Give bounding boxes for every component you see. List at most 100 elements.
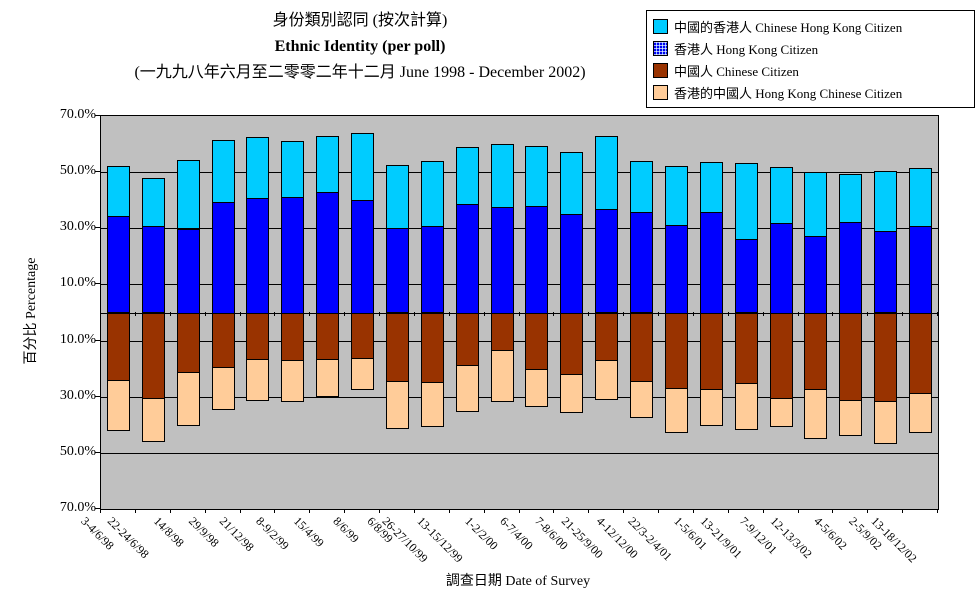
x-tick-label: 1-2/2/00 <box>462 514 501 553</box>
y-tick-label: 10.0% <box>59 275 96 290</box>
y-tick-label: 50.0% <box>59 444 96 459</box>
bar-segment-hong-kong-chinese-citizen <box>909 393 932 433</box>
gridline <box>101 341 938 342</box>
bar-segment-hong-kong-citizen <box>595 209 618 313</box>
legend-item: 中國人 Chinese Citizen <box>653 59 968 81</box>
chart-title-block: 身份類別認同 (按次計算) Ethnic Identity (per poll)… <box>40 8 680 86</box>
bar-segment-hong-kong-citizen <box>351 200 374 314</box>
bar-segment-hong-kong-chinese-citizen <box>107 380 130 431</box>
bar-segment-hong-kong-chinese-citizen <box>804 389 827 439</box>
y-tick-mark <box>95 452 100 453</box>
category-tick-mark-zero <box>798 312 799 316</box>
category-tick-mark-zero <box>449 312 450 316</box>
bar-segment-chinese-hong-kong-citizen <box>491 144 514 208</box>
bar-segment-hong-kong-citizen <box>421 226 444 313</box>
category-tick-mark-bottom <box>798 509 799 513</box>
category-tick-mark-bottom <box>553 509 554 513</box>
legend-swatch-icon <box>653 62 668 78</box>
x-tick-label: 15/4/99 <box>291 514 327 550</box>
bar-segment-hong-kong-chinese-citizen <box>735 383 758 430</box>
bar-segment-hong-kong-citizen <box>177 229 200 314</box>
bar-segment-hong-kong-chinese-citizen <box>665 388 688 433</box>
category-tick-mark-zero <box>623 312 624 316</box>
bar-segment-chinese-hong-kong-citizen <box>735 163 758 240</box>
y-tick-label: 30.0% <box>59 388 96 403</box>
bar-segment-chinese-citizen <box>177 313 200 373</box>
bar-segment-chinese-hong-kong-citizen <box>560 152 583 215</box>
gridline <box>101 397 938 398</box>
category-tick-mark-bottom <box>867 509 868 513</box>
category-tick-mark-zero <box>274 312 275 316</box>
bar-segment-hong-kong-citizen <box>281 197 304 314</box>
bar-segment-chinese-citizen <box>874 313 897 402</box>
category-tick-mark-zero <box>763 312 764 316</box>
bar-segment-hong-kong-citizen <box>386 228 409 313</box>
category-tick-mark-bottom <box>274 509 275 513</box>
legend-swatch-icon <box>653 18 668 34</box>
category-tick-mark-zero <box>484 312 485 316</box>
bar-segment-chinese-citizen <box>107 313 130 381</box>
x-tick-label: 12-13/3/02 <box>767 514 815 562</box>
bar-segment-chinese-hong-kong-citizen <box>665 166 688 226</box>
category-tick-mark-bottom <box>658 509 659 513</box>
category-tick-mark-bottom <box>832 509 833 513</box>
bar-segment-chinese-citizen <box>246 313 269 360</box>
bar-segment-hong-kong-chinese-citizen <box>525 369 548 407</box>
y-axis-title: 百分比 Percentage <box>24 257 39 365</box>
category-tick-mark-zero <box>902 312 903 316</box>
x-tick-label: 6-7/4/00 <box>497 514 536 553</box>
category-tick-mark-zero <box>693 312 694 316</box>
gridline <box>101 172 938 173</box>
bar-segment-chinese-hong-kong-citizen <box>107 166 130 217</box>
x-tick-label: 8-9/2/99 <box>253 514 292 553</box>
bar-segment-chinese-hong-kong-citizen <box>351 133 374 201</box>
bar-segment-chinese-hong-kong-citizen <box>421 161 444 227</box>
legend-item: 香港人 Hong Kong Citizen <box>653 37 968 59</box>
bar-segment-hong-kong-chinese-citizen <box>386 381 409 429</box>
category-tick-mark-zero <box>867 312 868 316</box>
bar-segment-chinese-citizen <box>421 313 444 383</box>
legend-item: 香港的中國人 Hong Kong Chinese Citizen <box>653 81 968 103</box>
x-tick-label: 21/12/98 <box>216 514 257 555</box>
bar-segment-chinese-hong-kong-citizen <box>595 136 618 210</box>
y-tick-label: 10.0% <box>59 332 96 347</box>
bar-segment-hong-kong-citizen <box>700 212 723 314</box>
bar-segment-chinese-citizen <box>700 313 723 391</box>
bar-segment-hong-kong-citizen <box>246 198 269 314</box>
x-tick-label: 8/6/99 <box>330 514 362 546</box>
bar-segment-chinese-citizen <box>386 313 409 382</box>
bar-segment-chinese-citizen <box>491 313 514 351</box>
bar-segment-chinese-hong-kong-citizen <box>700 162 723 213</box>
bar-segment-hong-kong-citizen <box>456 204 479 314</box>
bar-segment-chinese-citizen <box>456 313 479 367</box>
category-tick-mark-zero <box>205 312 206 316</box>
bar-segment-chinese-citizen <box>665 313 688 390</box>
bar-segment-chinese-hong-kong-citizen <box>874 171 897 232</box>
bar-segment-chinese-hong-kong-citizen <box>281 141 304 198</box>
category-tick-mark-bottom <box>344 509 345 513</box>
y-tick-mark <box>95 115 100 116</box>
bar-segment-hong-kong-chinese-citizen <box>491 350 514 402</box>
category-tick-mark-bottom <box>484 509 485 513</box>
bar-segment-hong-kong-chinese-citizen <box>839 400 862 436</box>
y-tick-label: 70.0% <box>59 500 96 515</box>
bar-segment-chinese-hong-kong-citizen <box>839 174 862 223</box>
y-tick-mark <box>95 227 100 228</box>
bar-segment-chinese-citizen <box>804 313 827 390</box>
bar-segment-hong-kong-citizen <box>491 207 514 314</box>
bar-segment-chinese-hong-kong-citizen <box>246 137 269 199</box>
bar-segment-chinese-hong-kong-citizen <box>525 146 548 207</box>
bar-segment-hong-kong-citizen <box>560 214 583 314</box>
legend-item-label: 香港人 Hong Kong Citizen <box>674 41 819 57</box>
bar-segment-hong-kong-citizen <box>735 239 758 313</box>
x-tick-label: 29/9/98 <box>186 514 222 550</box>
category-tick-mark-zero <box>553 312 554 316</box>
bar-segment-chinese-citizen <box>560 313 583 375</box>
chart-title-chinese: 身份類別認同 (按次計算) <box>272 12 448 29</box>
bar-segment-chinese-citizen <box>281 313 304 361</box>
bar-segment-hong-kong-chinese-citizen <box>316 359 339 397</box>
x-tick-label: 4-5/6/02 <box>811 514 850 553</box>
bar-segment-hong-kong-chinese-citizen <box>700 389 723 426</box>
bar-segment-hong-kong-citizen <box>874 231 897 313</box>
